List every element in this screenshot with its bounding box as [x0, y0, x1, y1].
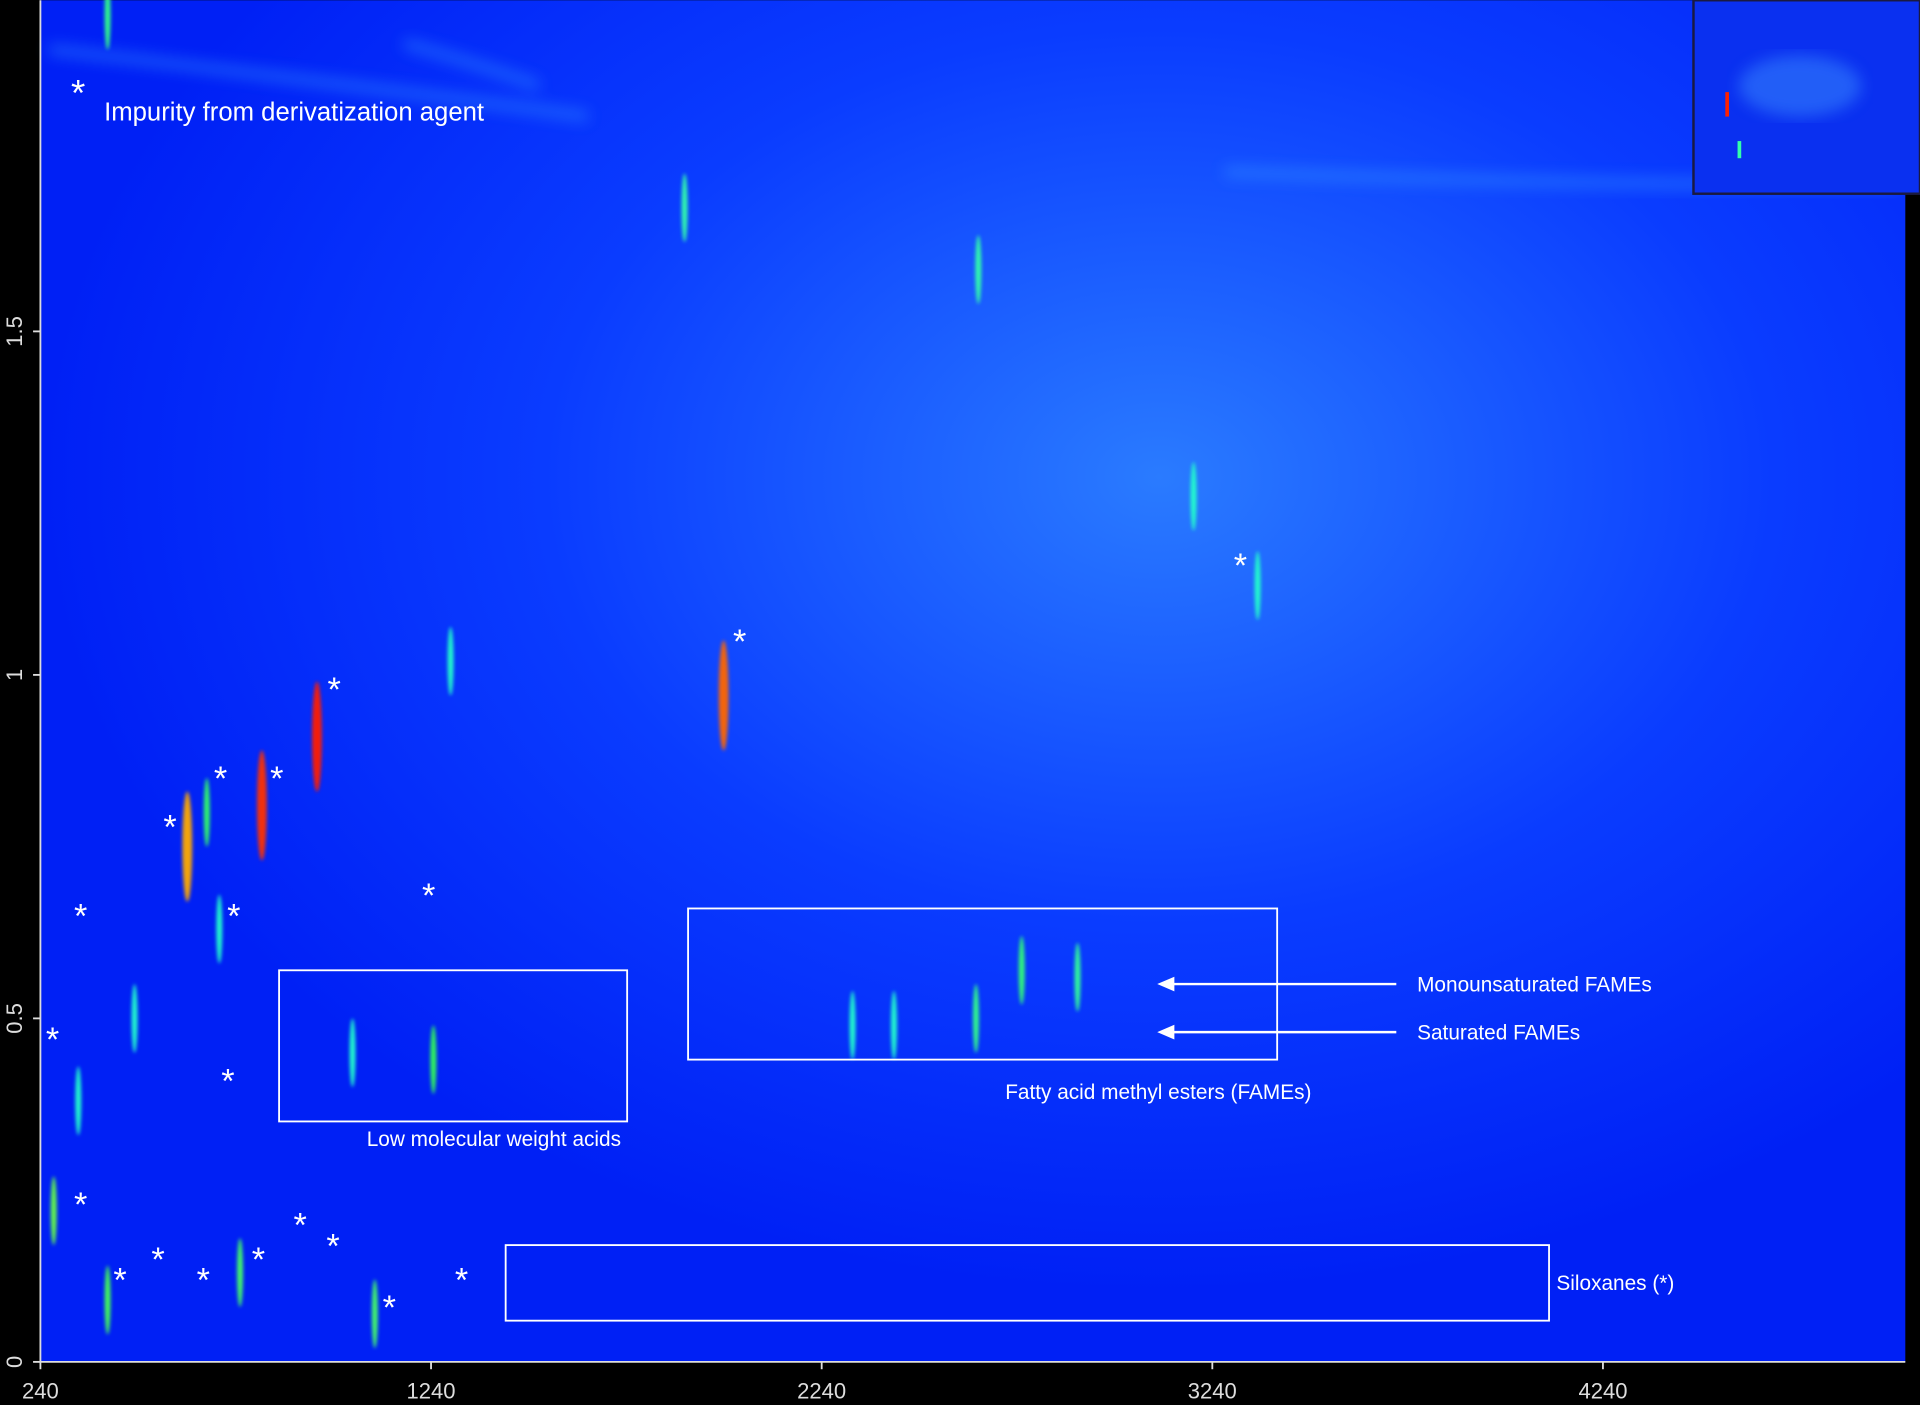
impurity-marker: * — [74, 898, 87, 936]
inset-peak — [1725, 92, 1729, 117]
peak — [104, 0, 111, 50]
peak — [975, 235, 982, 304]
region-label: Low molecular weight acids — [367, 1128, 621, 1151]
x-tick-label: 240 — [22, 1379, 59, 1404]
peak — [430, 1025, 437, 1094]
arrow-label: Monounsaturated FAMEs — [1417, 973, 1652, 996]
peak — [447, 626, 454, 696]
peak — [104, 1265, 111, 1335]
impurity-marker: * — [326, 1227, 339, 1265]
impurity-marker: * — [227, 898, 240, 936]
peak — [236, 1238, 244, 1307]
marks: Low molecular weight acids Fatty acid met… — [46, 0, 1674, 1349]
y-tick-label: 0 — [2, 1356, 27, 1368]
peak — [312, 681, 322, 792]
impurity-marker: * — [221, 1062, 234, 1100]
inset-peak — [1737, 141, 1742, 159]
inset — [1692, 0, 1920, 195]
arrow-label: Saturated FAMEs — [1417, 1021, 1580, 1044]
peak — [131, 984, 138, 1053]
region-label: Fatty acid methyl esters (FAMEs) — [1005, 1081, 1311, 1104]
arrow-head — [1157, 976, 1175, 992]
impurity-marker: * — [151, 1241, 164, 1279]
y-tick-label: 0.5 — [2, 1003, 27, 1034]
y-tick-label: 1.5 — [2, 316, 27, 347]
peak — [972, 984, 980, 1053]
impurity-marker: * — [74, 1186, 87, 1224]
peak — [890, 990, 898, 1060]
region-box — [278, 969, 629, 1123]
peak — [349, 1018, 356, 1088]
peak — [1254, 551, 1261, 620]
impurity-marker: * — [214, 760, 227, 798]
impurity-marker: * — [455, 1262, 468, 1300]
legend-symbol: * — [71, 73, 85, 114]
peak — [216, 894, 223, 964]
peak — [1190, 461, 1197, 531]
peak — [75, 1066, 82, 1136]
inset-blob — [1738, 55, 1862, 117]
peak — [681, 173, 688, 243]
impurity-marker: * — [270, 760, 283, 798]
plot-area — [40, 0, 1906, 1362]
peak — [718, 640, 729, 751]
impurity-marker: * — [197, 1262, 210, 1300]
impurity-marker: * — [113, 1262, 126, 1300]
region-label: Siloxanes (*) — [1556, 1272, 1674, 1295]
y-tick-label: 1 — [2, 669, 27, 681]
x-tick-label: 2240 — [797, 1379, 846, 1404]
region-box — [504, 1244, 1550, 1322]
arrow-head — [1157, 1024, 1175, 1040]
impurity-marker: * — [327, 671, 340, 709]
legend-label: Impurity from derivatization agent — [104, 98, 484, 126]
impurity-marker: * — [46, 1021, 59, 1059]
peak — [371, 1279, 378, 1349]
peak — [849, 990, 856, 1060]
peak — [50, 1176, 57, 1246]
peak — [257, 750, 267, 861]
peak — [1018, 936, 1025, 1005]
impurity-marker: * — [383, 1289, 396, 1327]
impurity-marker: * — [733, 623, 746, 661]
impurity-marker: * — [252, 1241, 265, 1279]
impurity-marker: * — [422, 877, 435, 915]
impurity-marker: * — [163, 808, 176, 846]
peak — [203, 778, 210, 847]
impurity-marker: * — [1234, 547, 1247, 585]
x-tick-label: 1240 — [407, 1379, 456, 1404]
impurity-marker: * — [294, 1207, 307, 1245]
peak — [1074, 942, 1081, 1012]
peak — [182, 791, 193, 902]
x-tick-label: 4240 — [1578, 1379, 1627, 1404]
x-tick-label: 3240 — [1188, 1379, 1237, 1404]
